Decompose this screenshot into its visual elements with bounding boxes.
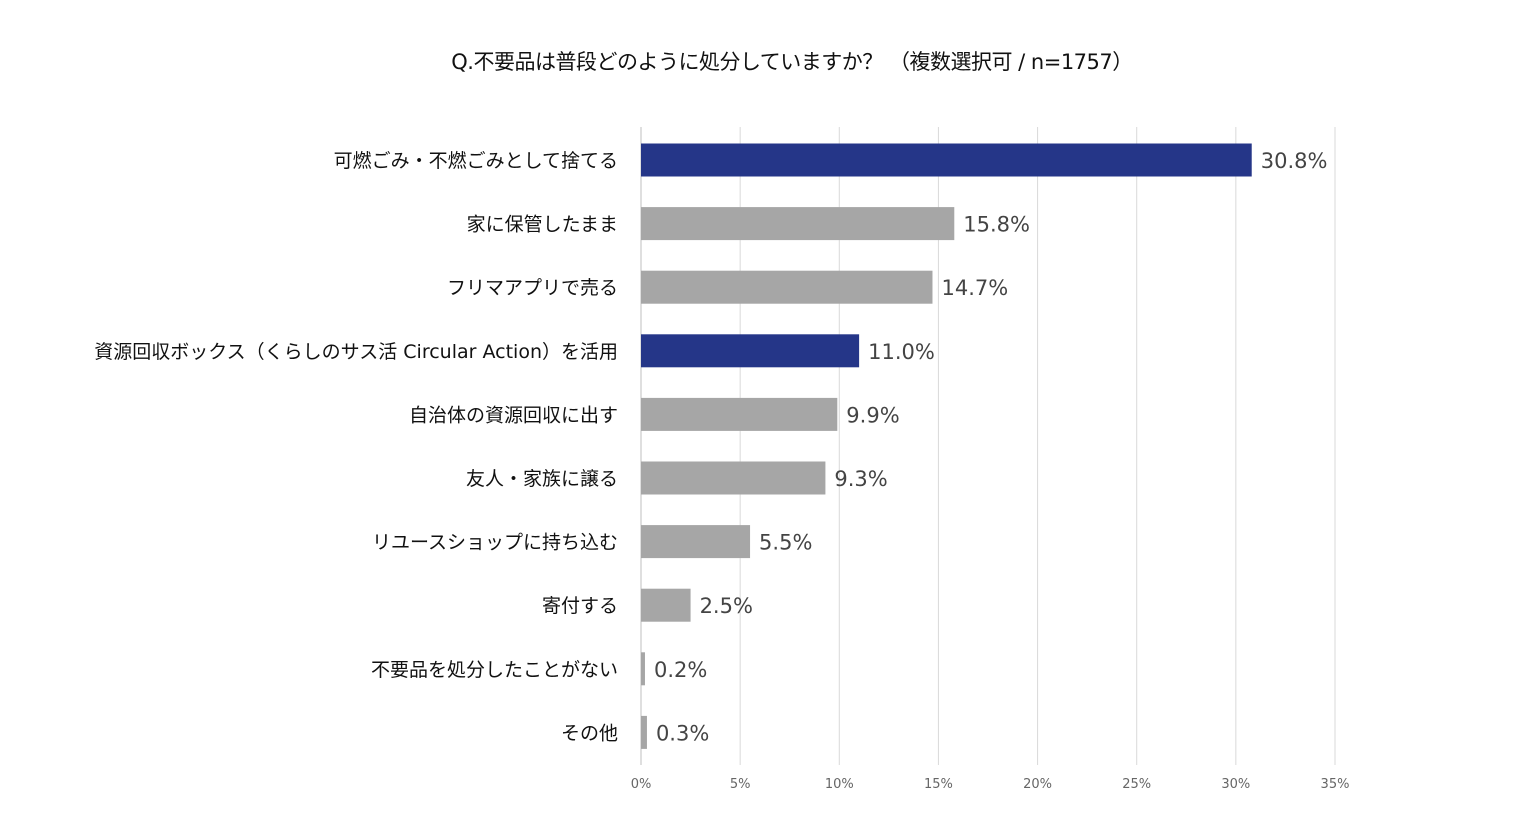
x-tick-label: 35% xyxy=(1321,777,1350,792)
category-label: 寄付する xyxy=(542,595,618,617)
bar xyxy=(641,525,751,559)
bar xyxy=(641,461,826,495)
bar xyxy=(641,397,838,431)
data-label: 15.8% xyxy=(963,213,1030,237)
category-label: 可燃ごみ・不燃ごみとして捨てる xyxy=(334,150,618,172)
x-tick-label: 15% xyxy=(924,777,953,792)
category-label: リユースショップに持ち込む xyxy=(372,532,618,554)
category-label: 自治体の資源回収に出す xyxy=(409,404,618,426)
data-label: 30.8% xyxy=(1261,149,1328,173)
x-tick-label: 30% xyxy=(1221,777,1250,792)
bar xyxy=(641,588,691,622)
category-label: その他 xyxy=(561,722,618,744)
category-label: 不要品を処分したことがない xyxy=(371,659,618,681)
bar xyxy=(641,270,933,304)
data-label: 0.3% xyxy=(656,721,709,745)
bar xyxy=(641,143,1252,177)
category-label: 家に保管したまま xyxy=(467,214,618,236)
data-label: 9.9% xyxy=(846,403,899,427)
data-label: 11.0% xyxy=(868,340,935,364)
data-label: 5.5% xyxy=(759,531,812,555)
x-tick-label: 20% xyxy=(1023,777,1052,792)
category-label: 資源回収ボックス（くらしのサス活 Circular Action）を活用 xyxy=(94,341,618,363)
category-label: フリマアプリで売る xyxy=(447,277,618,299)
x-tick-label: 25% xyxy=(1122,777,1151,792)
data-label: 2.5% xyxy=(700,594,753,618)
chart-title: Q.不要品は普段どのように処分していますか？ （複数選択可 / n=1757） xyxy=(451,50,1133,74)
data-label: 9.3% xyxy=(834,467,887,491)
data-label: 14.7% xyxy=(941,276,1008,300)
x-tick-label: 5% xyxy=(730,777,751,792)
x-tick-label: 0% xyxy=(631,777,652,792)
bar xyxy=(641,207,955,241)
bar xyxy=(641,334,860,368)
x-tick-label: 10% xyxy=(825,777,854,792)
category-label: 友人・家族に譲る xyxy=(466,468,618,490)
bar xyxy=(641,652,645,686)
bar xyxy=(641,715,647,749)
data-label: 0.2% xyxy=(654,658,707,682)
